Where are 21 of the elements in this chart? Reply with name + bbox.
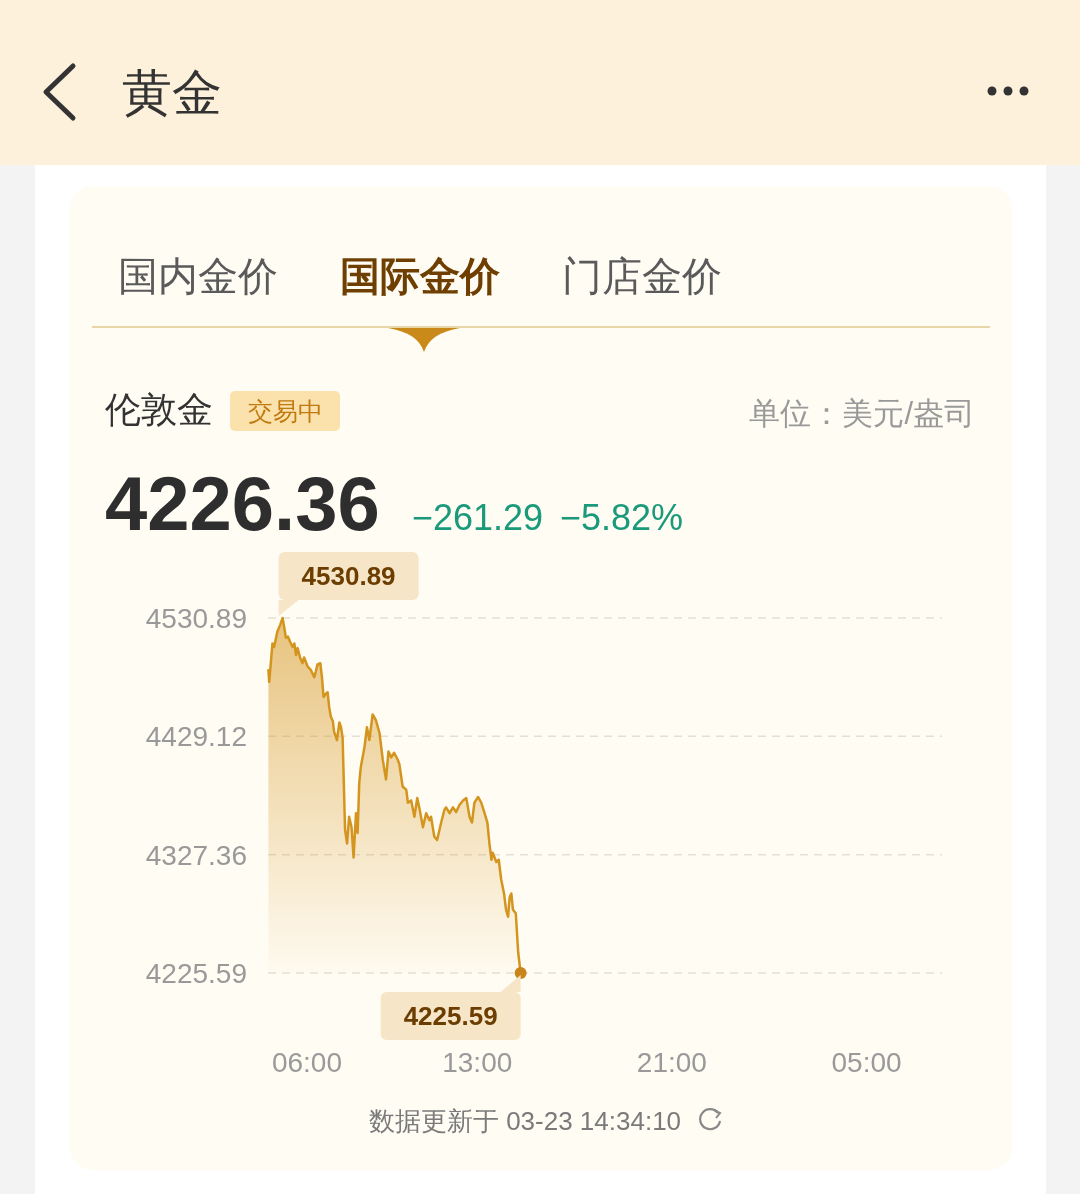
text: −261.29 bbox=[412, 497, 544, 538]
y-tick-label: 4327.36 bbox=[145, 839, 247, 871]
y-tick-label: 4429.12 bbox=[145, 721, 247, 753]
text: 国内金价 bbox=[118, 254, 278, 298]
x-tick-label: 06:00 bbox=[271, 1047, 342, 1078]
chart-title: 伦敦金 bbox=[105, 389, 213, 430]
y-tick-label: 4530.89 bbox=[145, 603, 247, 634]
text: 黄金 bbox=[122, 65, 222, 121]
annotation: 4530.89 bbox=[301, 561, 396, 591]
text: 国际金价 bbox=[340, 254, 501, 298]
y-tick-label: 4225.59 bbox=[145, 958, 247, 989]
x-tick-label: 21:00 bbox=[636, 1047, 707, 1078]
annotation: 4225.59 bbox=[403, 1001, 498, 1031]
text: −5.82% bbox=[560, 497, 684, 538]
x-tick-label: 05:00 bbox=[831, 1047, 902, 1078]
text: 门店金价 bbox=[562, 254, 722, 298]
chart-subtitle: 单位：美元/盎司 bbox=[749, 396, 975, 431]
text: 交易中 bbox=[247, 397, 323, 425]
text: 数据更新于 03-23 14:34:10 bbox=[368, 1106, 682, 1136]
text: 4226.36 bbox=[105, 461, 380, 546]
x-tick-label: 13:00 bbox=[442, 1047, 513, 1078]
